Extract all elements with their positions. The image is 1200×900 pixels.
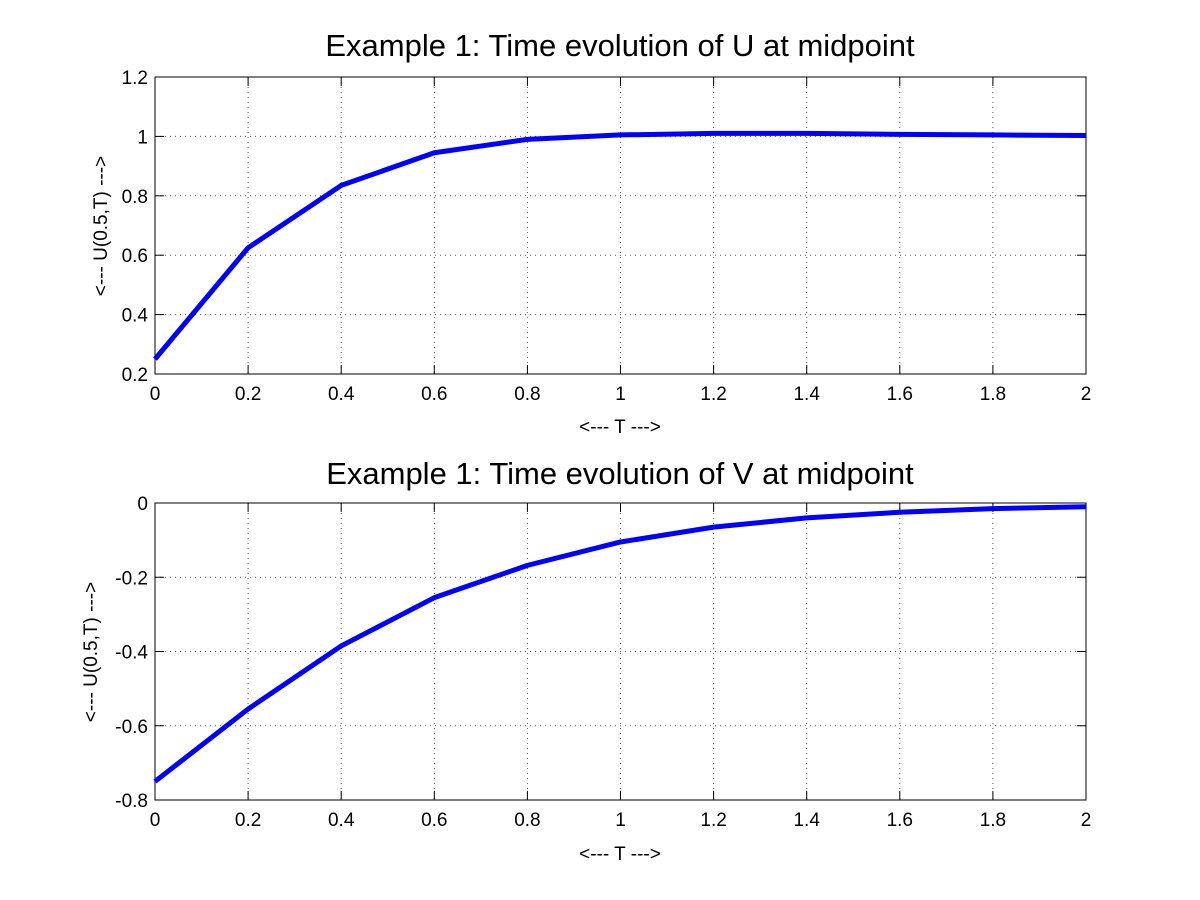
bottom-x-tick-label: 2 — [1081, 810, 1092, 831]
top-y-tick-label: 1.2 — [122, 68, 148, 89]
top-x-tick-label: 1.8 — [980, 384, 1006, 405]
top-x-tick-label: 0.4 — [328, 384, 355, 405]
top-y-tick-label: 0.2 — [122, 365, 148, 386]
top-x-axis-label: <--- T ---> — [579, 417, 661, 438]
top-x-tick-label: 2 — [1081, 384, 1092, 405]
top-y-axis-label: <--- U(0.5,T) ---> — [91, 156, 112, 296]
top-y-tick-label: 0.6 — [122, 246, 148, 267]
bottom-x-tick-label: 0.2 — [235, 810, 261, 831]
bottom-chart-title: Example 1: Time evolution of V at midpoi… — [326, 456, 914, 491]
bottom-subplot-v: Example 1: Time evolution of V at midpoi… — [81, 456, 1091, 865]
bottom-x-tick-label: 1.6 — [887, 810, 913, 831]
bottom-x-tick-label: 1.8 — [980, 810, 1006, 831]
bottom-y-tick-label: -0.8 — [115, 791, 148, 812]
top-y-tick-label: 0.8 — [122, 187, 148, 208]
bottom-y-tick-label: 0 — [137, 494, 148, 515]
top-subplot-u: Example 1: Time evolution of U at midpoi… — [91, 28, 1091, 438]
bottom-y-tick-label: -0.4 — [115, 643, 148, 664]
bottom-x-tick-label: 0.6 — [421, 810, 447, 831]
top-series-line — [153, 130, 1087, 361]
bottom-x-tick-label: 0.4 — [328, 810, 355, 831]
bottom-x-tick-label: 0.8 — [514, 810, 540, 831]
bottom-x-tick-label: 1.2 — [700, 810, 726, 831]
top-x-tick-label: 0 — [150, 384, 161, 405]
bottom-x-tick-label: 1 — [615, 810, 626, 831]
top-x-tick-label: 0.8 — [514, 384, 540, 405]
bottom-series-line — [153, 504, 1087, 784]
top-x-tick-label: 0.2 — [235, 384, 261, 405]
top-y-tick-label: 1 — [137, 127, 148, 148]
bottom-y-axis-label: <--- U(0.5,T) ---> — [81, 582, 102, 722]
bottom-x-tick-label: 0 — [150, 810, 161, 831]
top-x-tick-label: 1.4 — [793, 384, 820, 405]
top-x-tick-label: 1.2 — [700, 384, 726, 405]
top-chart-title: Example 1: Time evolution of U at midpoi… — [325, 28, 915, 63]
bottom-x-tick-label: 1.4 — [793, 810, 820, 831]
top-x-tick-label: 0.6 — [421, 384, 447, 405]
bottom-y-tick-label: -0.2 — [115, 568, 148, 589]
top-x-tick-label: 1.6 — [887, 384, 913, 405]
top-x-tick-label: 1 — [615, 384, 626, 405]
bottom-y-tick-label: -0.6 — [115, 717, 148, 738]
top-y-tick-label: 0.4 — [122, 306, 149, 327]
bottom-x-axis-label: <--- T ---> — [579, 844, 661, 865]
